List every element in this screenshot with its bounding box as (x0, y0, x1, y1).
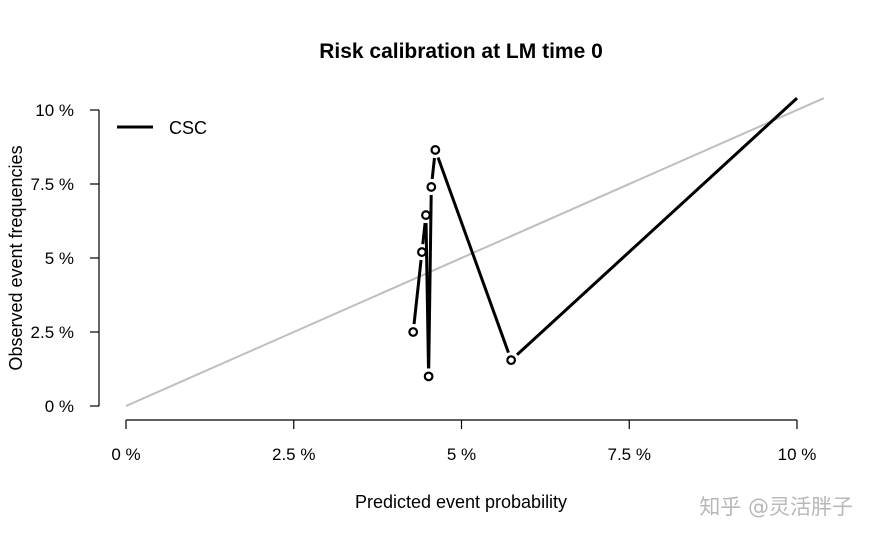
x-tick-label: 2.5 % (272, 445, 315, 464)
y-tick-label: 5 % (45, 249, 74, 268)
data-point (506, 355, 517, 366)
reference-diagonal-line (125, 97, 825, 407)
data-point (430, 145, 441, 155)
series-segment (516, 97, 799, 356)
x-tick-label: 10 % (778, 445, 817, 464)
series-segment (427, 194, 433, 369)
series-segment (412, 259, 423, 325)
x-tick-label: 5 % (447, 445, 476, 464)
watermark: 知乎 @灵活胖子 (699, 495, 853, 519)
series-csc (408, 97, 799, 382)
x-axis-label: Predicted event probability (355, 492, 567, 512)
x-tick-label: 0 % (111, 445, 140, 464)
y-tick-label: 7.5 % (31, 175, 74, 194)
y-tick-label: 2.5 % (31, 323, 74, 342)
y-tick-label: 10 % (35, 101, 74, 120)
data-point (426, 182, 437, 192)
data-point (423, 371, 434, 382)
data-point (421, 210, 431, 220)
y-axis: 0 % 2.5 % 5 % 7.5 % 10 % (31, 101, 100, 416)
data-point (408, 327, 419, 337)
data-point (417, 247, 427, 257)
series-segment (430, 157, 436, 180)
y-tick-label: 0 % (45, 397, 74, 416)
x-axis: 0 % 2.5 % 5 % 7.5 % 10 % (111, 419, 817, 464)
legend-entry-csc: CSC (169, 118, 207, 138)
y-axis-label: Observed event frequencies (6, 145, 26, 370)
legend: CSC (117, 118, 207, 138)
series-segment (436, 156, 510, 354)
chart-title: Risk calibration at LM time 0 (319, 40, 603, 63)
x-tick-label: 7.5 % (608, 445, 651, 464)
